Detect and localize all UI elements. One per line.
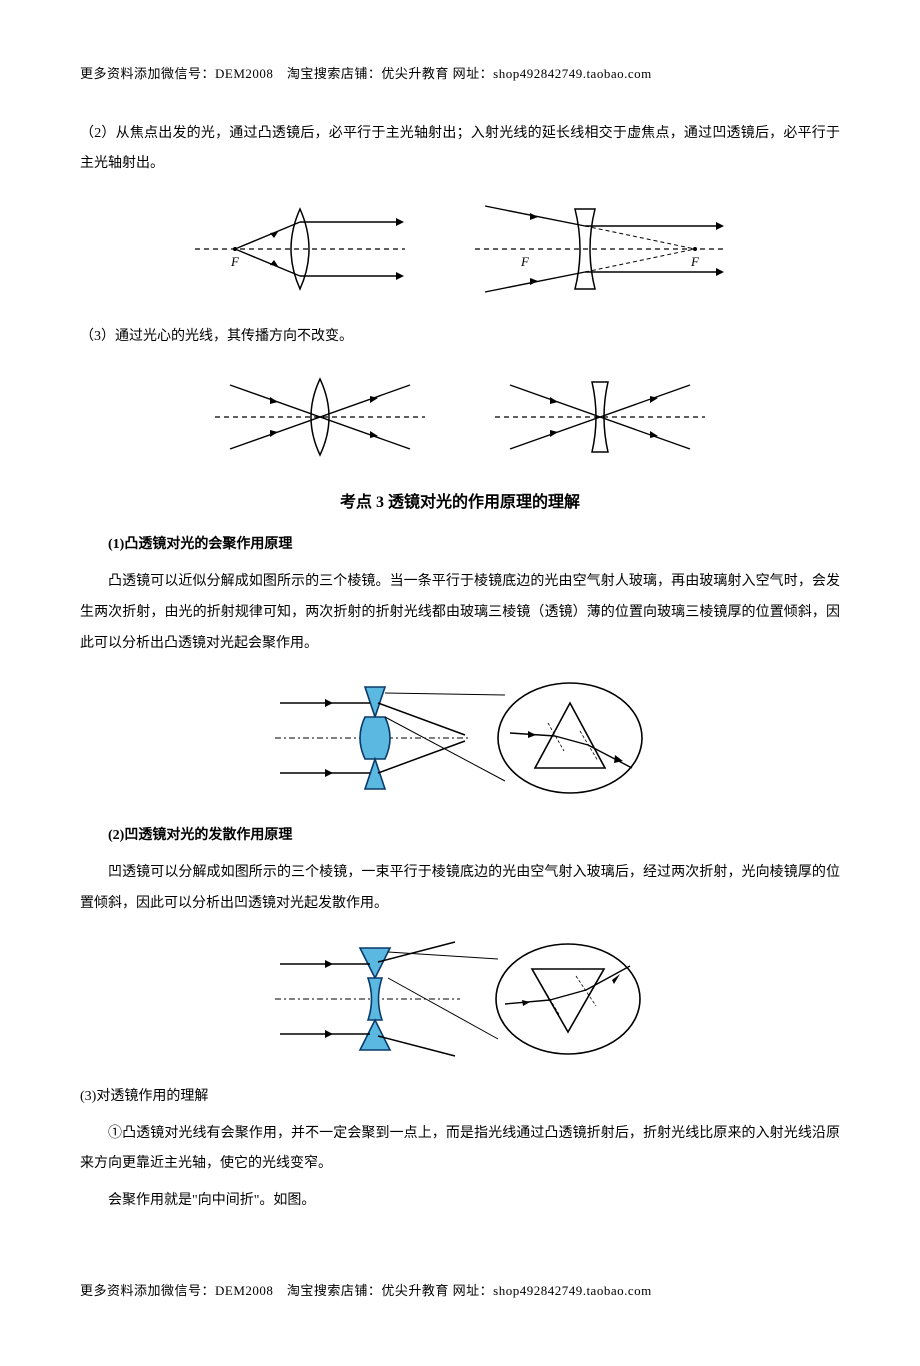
header-text: 更多资料添加微信号：DEM2008 淘宝搜索店铺：优尖升教育 网址：shop49… [80, 66, 652, 81]
diagram-concave-center [490, 367, 710, 467]
diagram-row-center [80, 367, 840, 467]
section-3-title: 考点 3 透镜对光的作用原理的理解 [80, 485, 840, 520]
diagram-concave-focal: F F [470, 194, 730, 304]
sub1-title: (1)凸透镜对光的会聚作用原理 [80, 530, 840, 561]
page-footer: 更多资料添加微信号：DEM2008 淘宝搜索店铺：优尖升教育 网址：shop49… [80, 1277, 840, 1306]
page-header: 更多资料添加微信号：DEM2008 淘宝搜索店铺：优尖升教育 网址：shop49… [80, 60, 840, 89]
rule-3-text: （3）通过光心的光线，其传播方向不改变。 [80, 322, 840, 353]
sub3-title: (3)对透镜作用的理解 [80, 1082, 840, 1113]
f1-label: F [520, 254, 530, 269]
diagram-convex-focal: F [190, 194, 410, 304]
sub3-p2: 会聚作用就是"向中间折"。如图。 [80, 1186, 840, 1217]
diagram-concave-prism [80, 934, 840, 1064]
f-label: F [230, 254, 240, 269]
sub2-body: 凹透镜可以分解成如图所示的三个棱镜，一束平行于棱镜底边的光由空气射入玻璃后，经过… [80, 858, 840, 920]
diagram-convex-prism [80, 673, 840, 803]
diagram-convex-center [210, 367, 430, 467]
sub3-p1: ①凸透镜对光线有会聚作用，并不一定会聚到一点上，而是指光线通过凸透镜折射后，折射… [80, 1119, 840, 1181]
rule-2-text: （2）从焦点出发的光，通过凸透镜后，必平行于主光轴射出；入射光线的延长线相交于虚… [80, 119, 840, 181]
f2-label: F [690, 254, 700, 269]
sub2-title: (2)凹透镜对光的发散作用原理 [80, 821, 840, 852]
sub1-body: 凸透镜可以近似分解成如图所示的三个棱镜。当一条平行于棱镜底边的光由空气射人玻璃，… [80, 567, 840, 659]
diagram-row-focal: F F F [80, 194, 840, 304]
footer-text: 更多资料添加微信号：DEM2008 淘宝搜索店铺：优尖升教育 网址：shop49… [80, 1283, 652, 1298]
